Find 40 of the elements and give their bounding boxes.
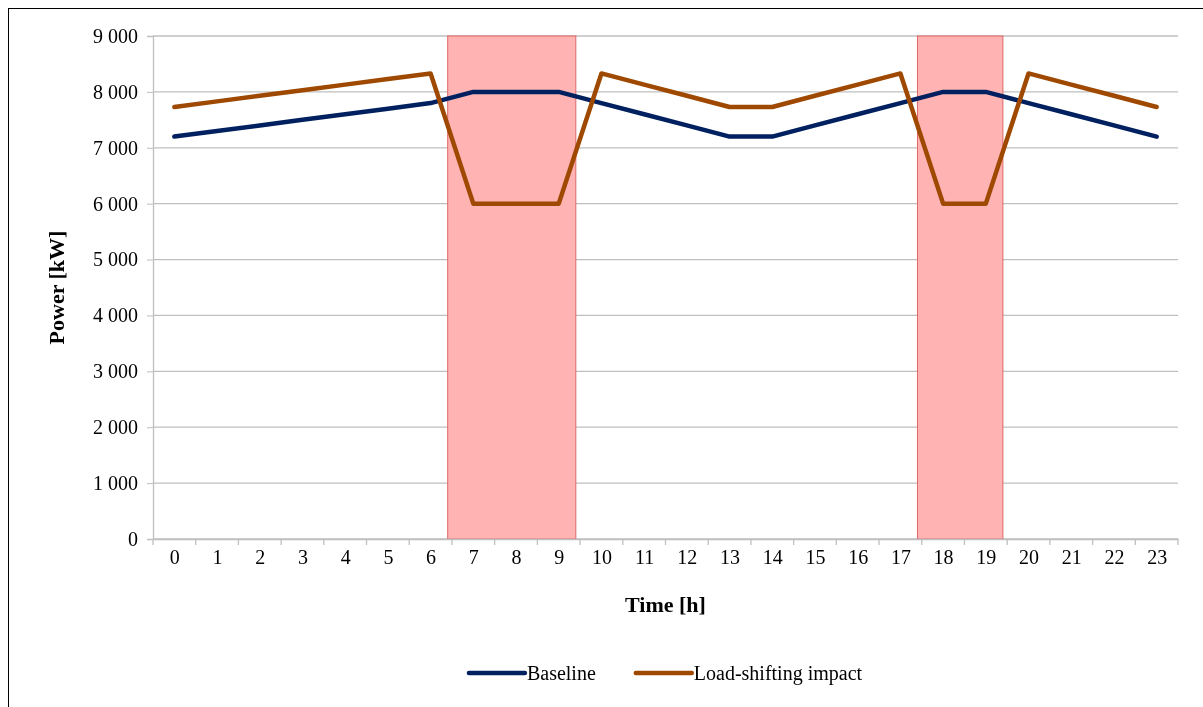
y-tick-label: 5 000 <box>93 248 138 271</box>
x-tick-label: 4 <box>340 546 351 568</box>
x-tick-label: 2 <box>255 546 266 568</box>
y-tick-label: 9 000 <box>93 24 138 47</box>
x-tick-label: 13 <box>720 546 741 568</box>
x-tick-label: 9 <box>554 546 565 568</box>
y-tick-label: 2 000 <box>93 416 138 439</box>
legend-label: Baseline <box>526 662 596 684</box>
y-axis-title: Power [kW] <box>44 230 69 345</box>
x-tick-label: 21 <box>1061 546 1082 568</box>
y-tick-label: 7 000 <box>93 136 138 159</box>
y-tick-label: 6 000 <box>93 192 138 215</box>
x-tick-label: 6 <box>426 546 437 568</box>
x-tick-label: 5 <box>383 546 394 568</box>
x-axis-title: Time [h] <box>625 592 706 617</box>
x-tick-label: 11 <box>635 546 655 568</box>
x-tick-label: 7 <box>468 546 479 568</box>
y-tick-label: 0 <box>128 527 138 550</box>
x-tick-label: 22 <box>1104 546 1125 568</box>
x-tick-label: 1 <box>212 546 223 568</box>
y-tick-label: 8 000 <box>93 80 138 103</box>
y-tick-label: 3 000 <box>93 360 138 383</box>
x-tick-label: 20 <box>1019 546 1040 568</box>
x-tick-label: 12 <box>677 546 698 568</box>
y-tick-label: 4 000 <box>93 304 138 327</box>
x-tick-label: 0 <box>169 546 180 568</box>
line-series <box>172 89 1159 139</box>
x-tick-label: 16 <box>848 546 869 568</box>
x-tick-label: 19 <box>976 546 997 568</box>
x-tick-label: 8 <box>511 546 522 568</box>
legend-label: Load-shifting impact <box>693 662 863 685</box>
x-tick-label: 23 <box>1147 546 1168 568</box>
x-tick-label: 14 <box>762 546 783 568</box>
x-tick-label: 17 <box>890 546 911 568</box>
x-tick-label: 15 <box>805 546 826 568</box>
line-series <box>172 71 1159 206</box>
x-tick-label: 18 <box>933 546 954 568</box>
x-tick-label: 3 <box>297 546 308 568</box>
x-tick-label: 10 <box>591 546 612 568</box>
y-tick-label: 1 000 <box>93 472 138 495</box>
